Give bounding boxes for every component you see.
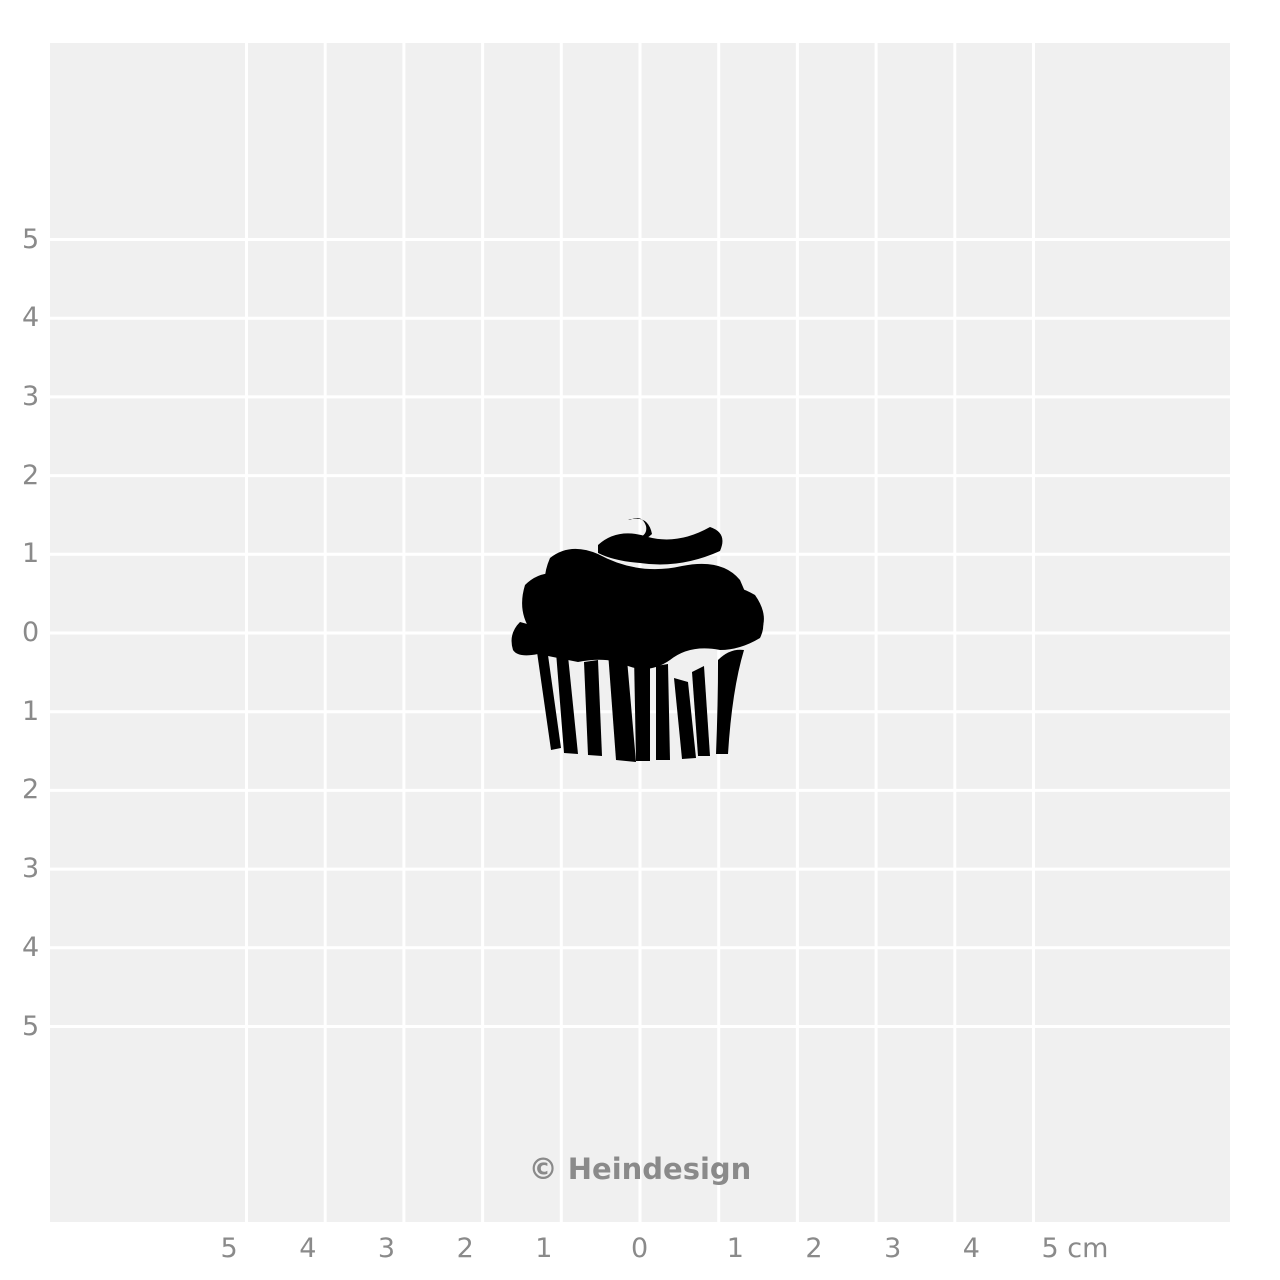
y-axis-label: 5 [22,1010,40,1042]
y-axis-label: 4 [22,931,40,963]
x-axis-label: 3 [377,1233,396,1264]
cupcake-icon [511,518,764,762]
x-axis-label: 3 [884,1233,902,1264]
y-axis-label: 3 [22,380,40,412]
x-axis-label: 4 [962,1233,980,1264]
y-axis-label: 0 [22,617,40,648]
x-axis-label: 2 [805,1233,823,1264]
x-axis-label: 0 [631,1233,649,1264]
x-axis-label: 5 cm [1041,1233,1109,1264]
x-axis-label: 1 [535,1233,553,1264]
y-axis-label: 4 [22,302,40,334]
copyright-credit: © Heindesign [528,1152,752,1186]
y-axis-label: 1 [22,538,40,570]
x-axis-label: 2 [456,1233,474,1264]
y-axis-label: 1 [22,695,40,727]
y-axis-label: 2 [22,774,40,806]
x-axis-label: 4 [299,1233,317,1264]
y-axis-label: 5 [22,223,40,255]
y-axis-label: 2 [22,459,40,491]
x-axis-label: 1 [726,1233,744,1264]
x-axis-label: 5 [220,1233,238,1264]
y-axis-label: 3 [22,853,40,885]
